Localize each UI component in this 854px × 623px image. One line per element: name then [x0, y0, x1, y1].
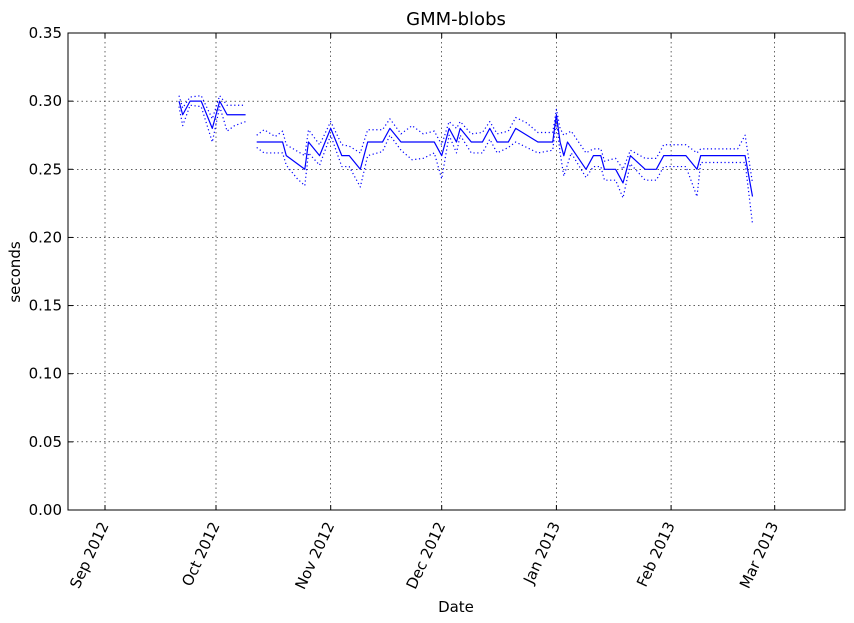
y-tick-label: 0.00: [29, 501, 62, 519]
band-line-1: [178, 95, 754, 184]
band-line-2: [178, 104, 754, 224]
series-line: [178, 100, 754, 197]
chart-title: GMM-blobs: [406, 9, 506, 30]
y-tick-labels: 0.00 0.05 0.10 0.15 0.20 0.25 0.30 0.35: [29, 24, 62, 519]
x-axis-title: Date: [438, 598, 474, 616]
axis-ticks: [68, 32, 845, 511]
series-group: [178, 95, 754, 224]
y-axis-title: seconds: [6, 241, 24, 302]
plot-frame: [67, 32, 846, 511]
y-tick-label: 0.10: [29, 365, 62, 383]
y-tick-label: 0.15: [29, 297, 62, 315]
y-tick-label: 0.35: [29, 24, 62, 42]
y-tick-label: 0.20: [29, 228, 62, 246]
plot-area: [68, 33, 845, 510]
y-tick-label: 0.25: [29, 160, 62, 178]
y-tick-label: 0.05: [29, 433, 62, 451]
y-tick-label: 0.30: [29, 92, 62, 110]
